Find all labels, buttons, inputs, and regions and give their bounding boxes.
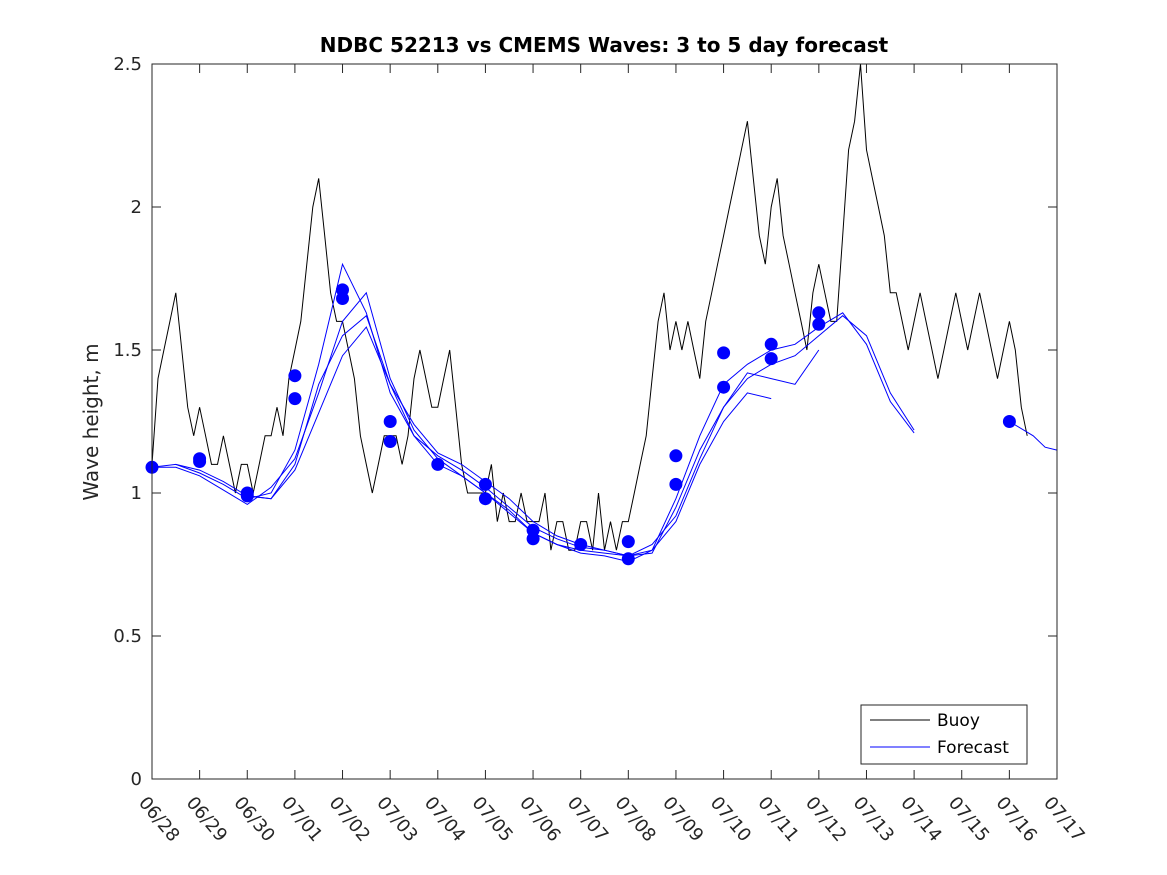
series-line-forecast-3 — [175, 314, 772, 557]
forecast-marker — [193, 455, 207, 468]
y-tick-label: 1.5 — [113, 340, 142, 361]
legend-label-buoy: Buoy — [937, 711, 980, 731]
plot-area — [152, 64, 1057, 779]
legend: Buoy Forecast — [860, 704, 1028, 765]
y-tick-label: 1 — [131, 483, 142, 504]
forecast-marker — [669, 477, 683, 491]
forecast-marker — [1002, 415, 1016, 428]
forecast-marker — [812, 317, 826, 331]
forecast-marker — [717, 380, 731, 394]
legend-box — [860, 704, 1028, 765]
forecast-marker — [526, 532, 540, 546]
forecast-marker — [574, 538, 588, 551]
chart-title: NDBC 52213 vs CMEMS Waves: 3 to 5 day fo… — [320, 33, 889, 57]
forecast-marker — [621, 535, 635, 549]
forecast-marker — [288, 392, 302, 406]
forecast-marker — [288, 369, 302, 383]
legend-label-forecast: Forecast — [937, 738, 1009, 758]
forecast-marker — [669, 449, 683, 463]
forecast-marker — [764, 352, 778, 366]
forecast-marker — [240, 489, 254, 503]
series-line-buoy-0 — [151, 63, 1028, 551]
forecast-marker — [383, 415, 397, 428]
y-tick-label: 0.5 — [113, 626, 142, 647]
forecast-marker — [431, 457, 445, 471]
axes-box — [151, 63, 1058, 780]
y-tick-label: 0 — [131, 769, 142, 790]
y-axis-ticks: 0 0.5 1 1.5 2 2.5 — [113, 54, 1057, 790]
forecast-marker — [717, 346, 731, 360]
y-tick-label: 2 — [131, 197, 142, 218]
marker-layer — [145, 283, 1016, 566]
forecast-marker — [478, 492, 492, 506]
y-axis-label: Wave height, m — [79, 343, 103, 500]
forecast-marker — [383, 435, 397, 448]
forecast-marker — [478, 477, 492, 491]
forecast-marker — [812, 306, 826, 320]
forecast-marker — [336, 292, 349, 305]
y-tick-label: 2.5 — [113, 54, 142, 75]
forecast-marker — [764, 337, 778, 351]
series-line-forecast-5 — [1009, 421, 1058, 451]
forecast-marker — [621, 552, 635, 566]
